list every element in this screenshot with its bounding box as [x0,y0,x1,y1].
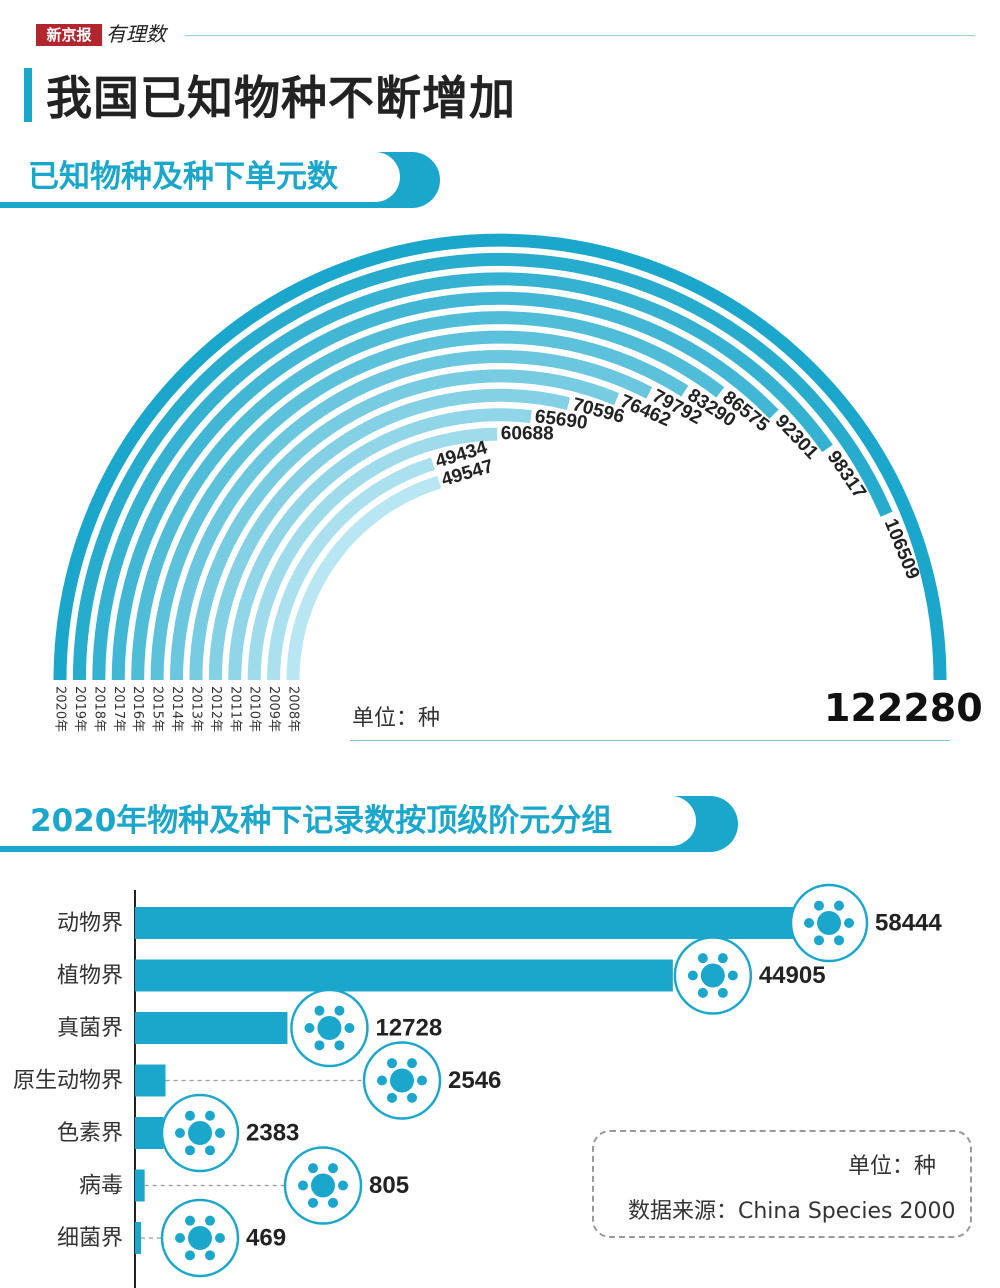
arc-2016年 [131,311,725,681]
arc-year-label: 2016年 [130,686,145,732]
logo-xinjingbao: 新京报 [36,24,102,46]
bar-value-label: 2546 [448,1067,501,1094]
section1-title: 已知物种及种下单元数 [28,159,338,195]
mushroom-icon-glyph [304,1005,355,1051]
arc-total-value: 122280 [824,686,983,730]
section2-pill: 2020年物种及种下记录数按顶级阶元分组 [0,796,738,852]
section2-title: 2020年物种及种下记录数按顶级阶元分组 [30,803,613,839]
arc-2012年 [208,388,571,681]
arc-year-label: 2008年 [286,686,301,732]
arc-2015年 [150,330,689,681]
source-text: 数据来源：China Species 2000 [628,1199,956,1224]
header-divider [185,35,975,36]
bar-value-label: 12728 [375,1014,442,1041]
arc-year-label: 2017年 [111,686,126,732]
bar-value-label: 58444 [875,909,942,936]
page-title: 我国已知物种不断增加 [46,71,516,125]
kingdom-bar-chart: 动物界 58444 植物界 44905 真菌界 12728 原生动物界 2546 色素界 2383… [13,883,942,1288]
bar-value-label: 2383 [246,1119,299,1146]
virus-icon-glyph [298,1163,348,1208]
arc-2019年 [72,252,893,681]
bar-动物界 [135,907,835,939]
source-unit: 单位：种 [848,1154,937,1179]
bar-植物界 [135,959,673,992]
arc-year-label: 2018年 [91,686,106,732]
bar-value-label: 44905 [759,962,826,989]
protozoa-icon-glyph [377,1058,427,1103]
arc-2008年 [286,475,442,681]
arc-2018年 [92,272,833,681]
arc-year-label: 2013年 [188,686,203,732]
plant-icon-glyph [687,953,738,998]
source-box [592,1130,972,1238]
logo-youlishu: 有理数 [106,22,166,46]
arc-year-label: 2009年 [266,686,281,732]
bar-细菌界 [135,1222,141,1254]
arc-2017年 [111,291,779,681]
bar-category-label: 原生动物界 [13,1069,123,1094]
arc-year-label: 2019年 [72,686,87,732]
arc-year-label: 2020年 [53,686,68,732]
arc-year-label: 2015年 [150,686,165,732]
bar-原生动物界 [135,1064,166,1097]
species-arc-chart: 2020年1065092019年983172018年923012017年8657… [53,233,947,732]
arc-year-label: 2014年 [169,686,184,732]
chromista-icon-glyph [175,1110,225,1156]
arc-year-label: 2012年 [208,686,223,732]
bar-category-label: 植物界 [57,964,123,989]
bar-value-label: 469 [246,1224,286,1251]
arc-year-label: 2010年 [247,686,262,732]
bar-真菌界 [135,1012,288,1044]
bar-category-label: 动物界 [57,911,123,936]
title-accent-bar [24,68,32,122]
arc-2013年 [189,369,620,681]
arc-unit-label: 单位：种 [352,706,441,731]
bar-病毒 [135,1169,145,1202]
arc-2014年 [170,350,653,681]
arc-year-label: 2011年 [227,686,242,732]
arc-2009年 [267,457,435,681]
bacteria-icon-glyph [175,1215,225,1261]
arc-baseline-rule [350,740,950,741]
bar-value-label: 805 [369,1172,409,1199]
bar-category-label: 真菌界 [57,1016,123,1041]
bar-category-label: 病毒 [79,1174,123,1199]
reindeer-icon-glyph [804,900,854,946]
arc-2010年 [247,427,498,681]
bar-category-label: 色素界 [57,1121,123,1146]
arc-value-label: 60688 [501,423,554,444]
bar-色素界 [135,1117,164,1149]
bar-category-label: 细菌界 [57,1226,123,1251]
arc-2020年 [53,233,947,681]
section1-pill: 已知物种及种下单元数 [0,152,440,208]
arc-2011年 [228,408,532,681]
